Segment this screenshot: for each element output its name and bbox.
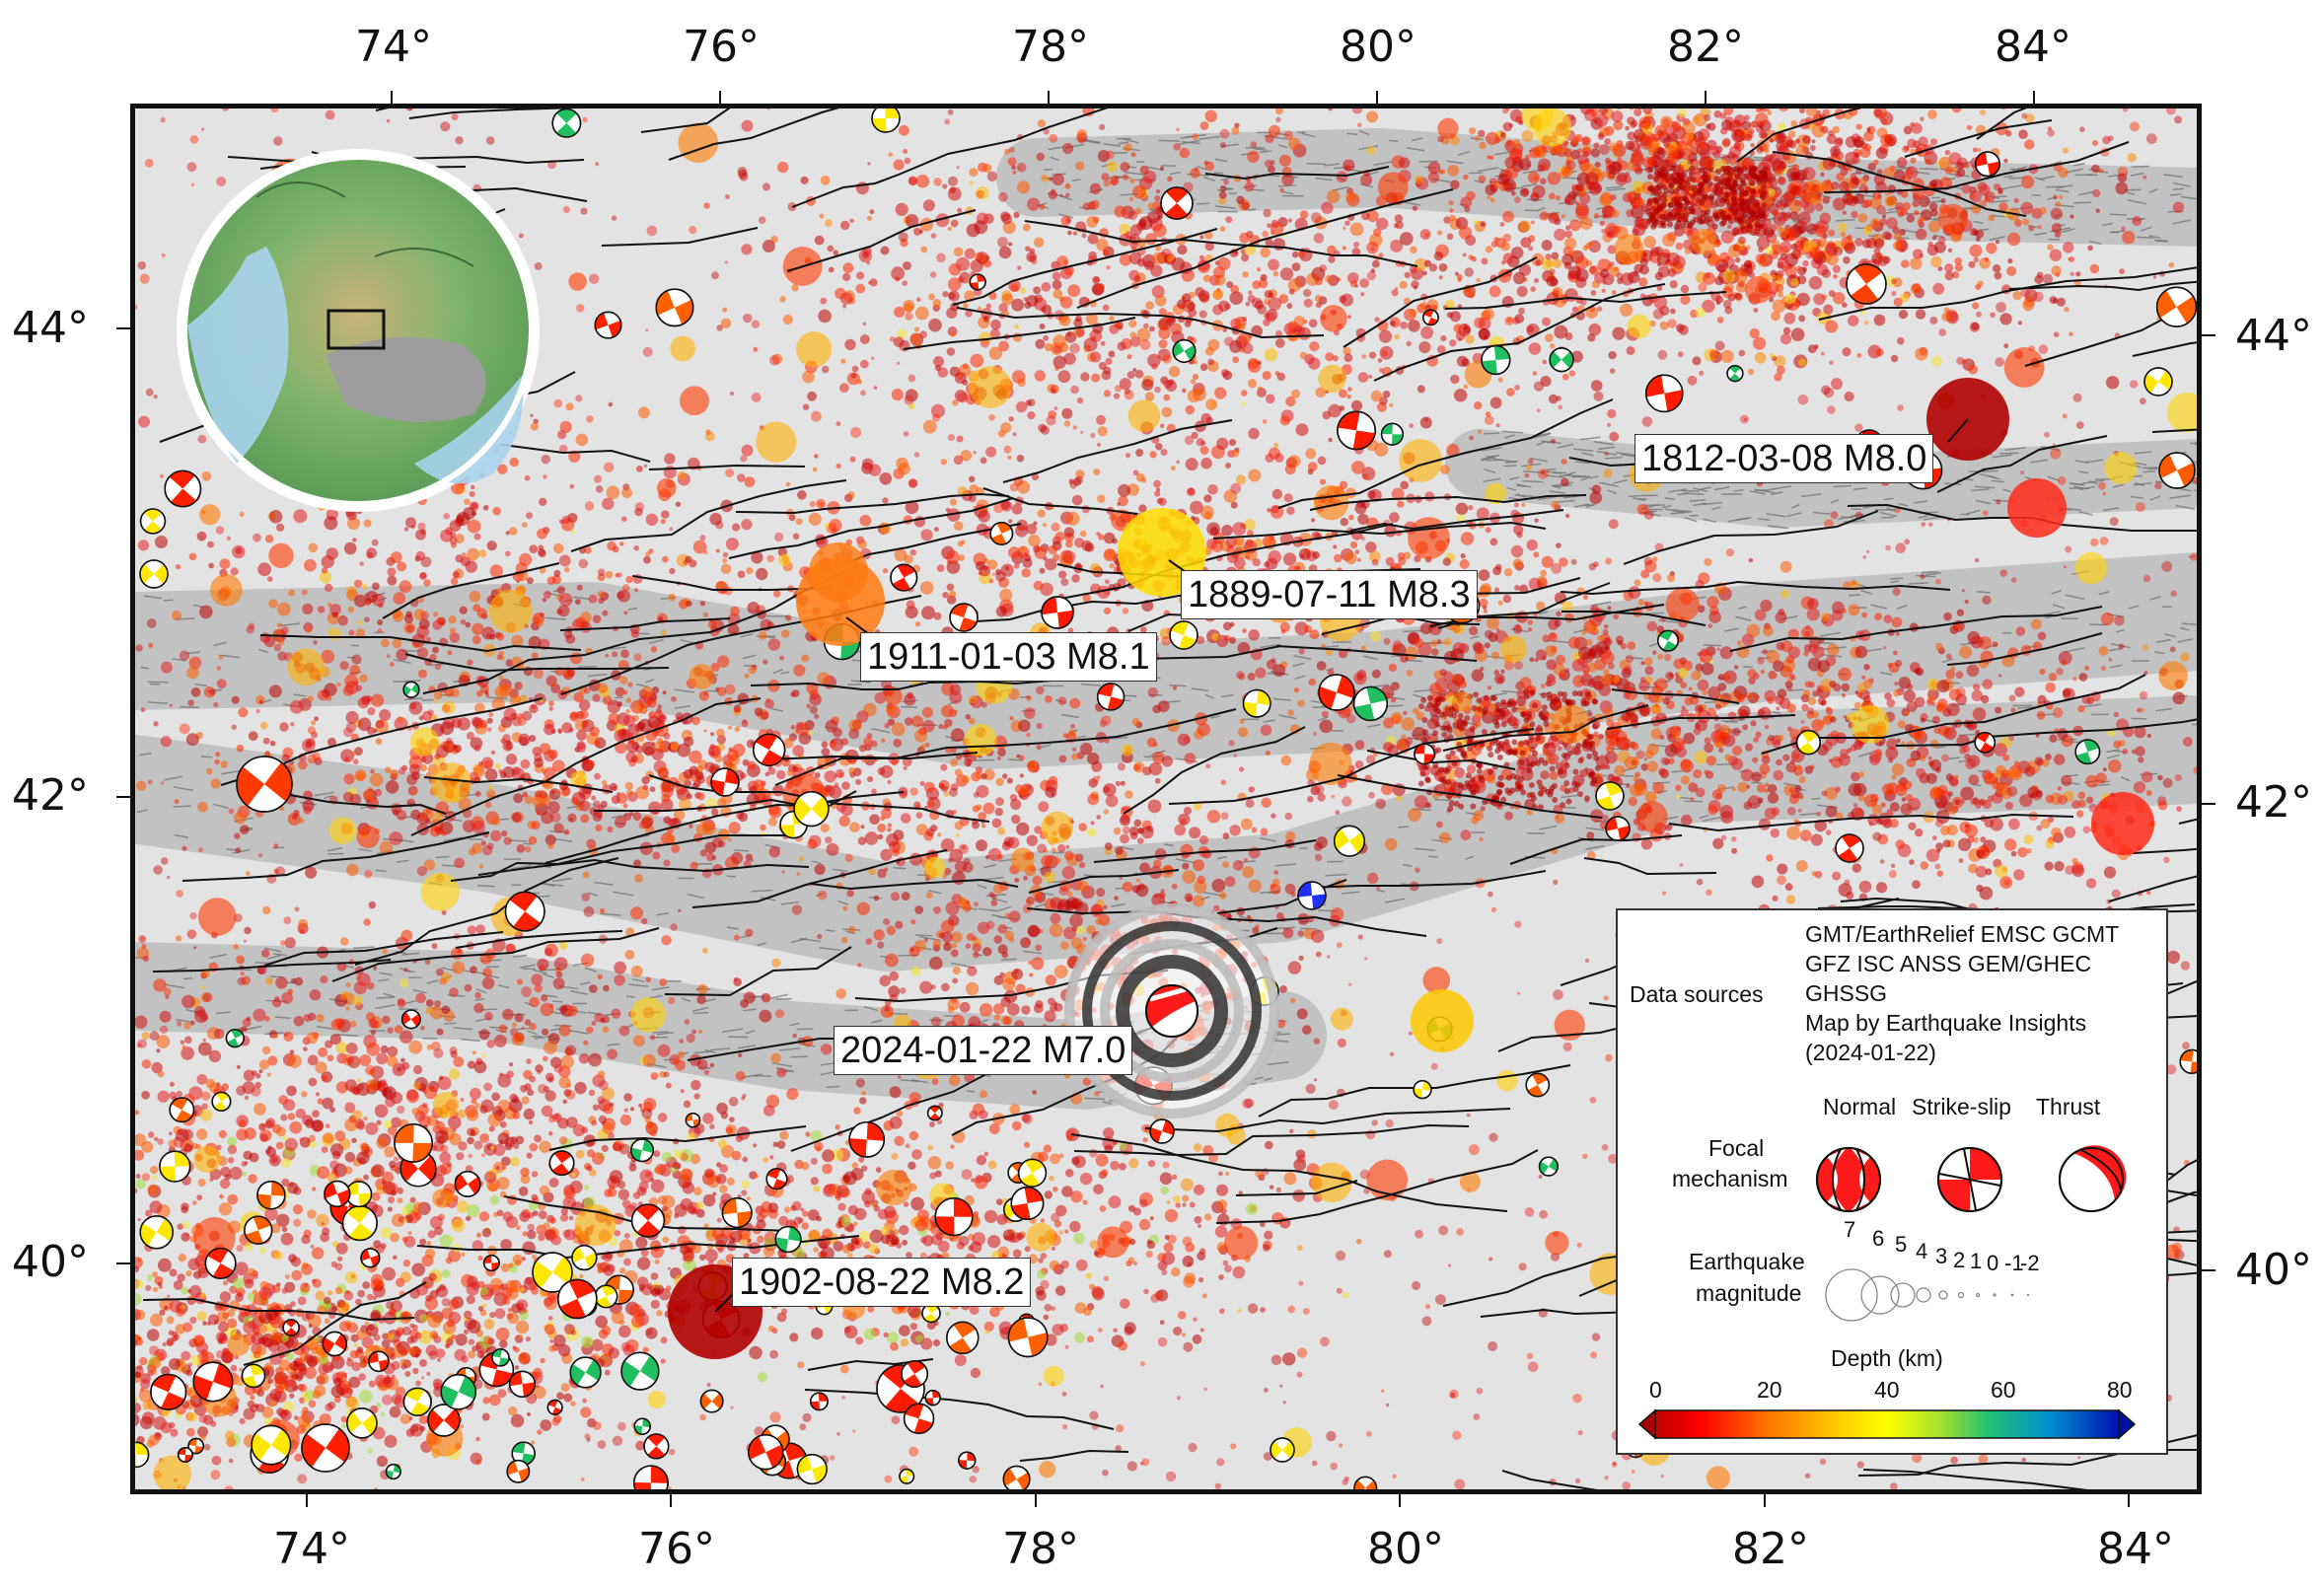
legend-focal-label: mechanism bbox=[1672, 1166, 1788, 1191]
lon-label-bottom: 78° bbox=[1002, 1524, 1079, 1574]
magnitude-value-label: -2 bbox=[2020, 1251, 2040, 1275]
fault-lines bbox=[142, 107, 2199, 1491]
lat-label-left: 44° bbox=[12, 303, 89, 353]
magnitude-value-label: 4 bbox=[1916, 1239, 1928, 1263]
lat-label-right: 40° bbox=[2235, 1245, 2312, 1295]
inset-extent-box bbox=[327, 309, 386, 350]
legend-source-line: GMT/EarthRelief EMSC GCMT bbox=[1805, 921, 2120, 947]
magnitude-circle bbox=[1938, 1290, 1948, 1300]
depth-colorbar bbox=[1637, 1408, 2137, 1440]
legend-source-line: GFZ ISC ANSS GEM/GHEC bbox=[1805, 951, 2092, 976]
lon-label-bottom: 80° bbox=[1367, 1524, 1444, 1574]
magnitude-value-label: 3 bbox=[1935, 1244, 1948, 1268]
legend-source-line: GHSSG bbox=[1805, 980, 1888, 1006]
mechanism-label-thrust: Thrust bbox=[2036, 1094, 2101, 1119]
magnitude-value-label: 0 bbox=[1987, 1251, 1999, 1275]
depth-tick-label: 60 bbox=[1991, 1377, 2016, 1403]
legend-data-sources-label: Data sources bbox=[1630, 981, 1764, 1007]
magnitude-circle bbox=[1993, 1293, 1997, 1297]
legend-focal-icons bbox=[1816, 1145, 2127, 1212]
depth-tick-label: 80 bbox=[2107, 1377, 2133, 1403]
magnitude-value-label: 1 bbox=[1970, 1249, 1983, 1273]
magnitude-circle bbox=[1957, 1291, 1965, 1299]
legend-source-line: Map by Earthquake Insights bbox=[1805, 1010, 2087, 1036]
lon-label-top: 74° bbox=[355, 22, 432, 72]
magnitude-value-label: 5 bbox=[1895, 1232, 1908, 1257]
legend-magnitude-label: Earthquake bbox=[1689, 1249, 1805, 1274]
lon-label-top: 82° bbox=[1667, 22, 1744, 72]
event-label-1911: 1911-01-03 M8.1 bbox=[860, 632, 1157, 682]
legend-magnitude-label: magnitude bbox=[1696, 1280, 1802, 1306]
magnitude-circle bbox=[1860, 1275, 1900, 1315]
lon-label-bottom: 82° bbox=[1732, 1524, 1809, 1574]
magnitude-value-label: -1 bbox=[2004, 1251, 2024, 1275]
lon-label-bottom: 74° bbox=[273, 1524, 350, 1574]
magnitude-circle bbox=[1975, 1292, 1981, 1298]
magnitude-scale-circles bbox=[1825, 1268, 2030, 1322]
magnitude-circle bbox=[1916, 1287, 1931, 1303]
magnitude-circle bbox=[2010, 1293, 2014, 1297]
legend-depth-title: Depth (km) bbox=[1831, 1345, 1943, 1371]
event-label-1902: 1902-08-22 M8.2 bbox=[732, 1258, 1032, 1307]
lon-label-top: 78° bbox=[1012, 22, 1089, 72]
thrust-fault-icon bbox=[2059, 1145, 2127, 1212]
map-legend: Data sources GMT/EarthRelief EMSC GCMT G… bbox=[1616, 908, 2168, 1455]
lat-label-left: 42° bbox=[12, 770, 89, 821]
epicenter-rings bbox=[1064, 903, 1279, 1118]
strike-slip-icon bbox=[1937, 1147, 2002, 1212]
mechanism-label-strike-slip: Strike-slip bbox=[1912, 1094, 2011, 1119]
magnitude-value-label: 6 bbox=[1872, 1226, 1885, 1251]
inset-globe bbox=[177, 149, 540, 512]
lon-label-top: 76° bbox=[683, 22, 760, 72]
normal-fault-icon bbox=[1816, 1147, 1881, 1212]
lon-label-bottom: 84° bbox=[2097, 1524, 2174, 1574]
magnitude-circle bbox=[1890, 1282, 1916, 1308]
event-label-1812: 1812-03-08 M8.0 bbox=[1634, 434, 1934, 483]
event-label-2024: 2024-01-22 M7.0 bbox=[834, 1026, 1133, 1075]
lon-label-bottom: 76° bbox=[638, 1524, 715, 1574]
lon-label-top: 80° bbox=[1340, 22, 1416, 72]
magnitude-circle bbox=[2026, 1293, 2030, 1297]
magnitude-value-label: 7 bbox=[1844, 1217, 1856, 1242]
lon-label-top: 84° bbox=[1995, 22, 2071, 72]
legend-focal-label: Focal bbox=[1708, 1135, 1765, 1161]
legend-source-line: (2024-01-22) bbox=[1805, 1040, 1936, 1065]
lat-label-right: 44° bbox=[2235, 311, 2312, 361]
depth-tick-label: 0 bbox=[1649, 1377, 1662, 1403]
magnitude-value-label: 2 bbox=[1953, 1248, 1966, 1272]
depth-tick-label: 40 bbox=[1874, 1377, 1900, 1403]
magnitude-circle bbox=[1825, 1268, 1878, 1322]
mechanism-label-normal: Normal bbox=[1823, 1094, 1897, 1119]
axis-ticks bbox=[116, 91, 2215, 1507]
event-label-1889: 1889-07-11 M8.3 bbox=[1181, 570, 1478, 619]
lat-label-left: 40° bbox=[12, 1237, 89, 1287]
lat-label-right: 42° bbox=[2235, 777, 2312, 828]
depth-tick-label: 20 bbox=[1757, 1377, 1782, 1403]
